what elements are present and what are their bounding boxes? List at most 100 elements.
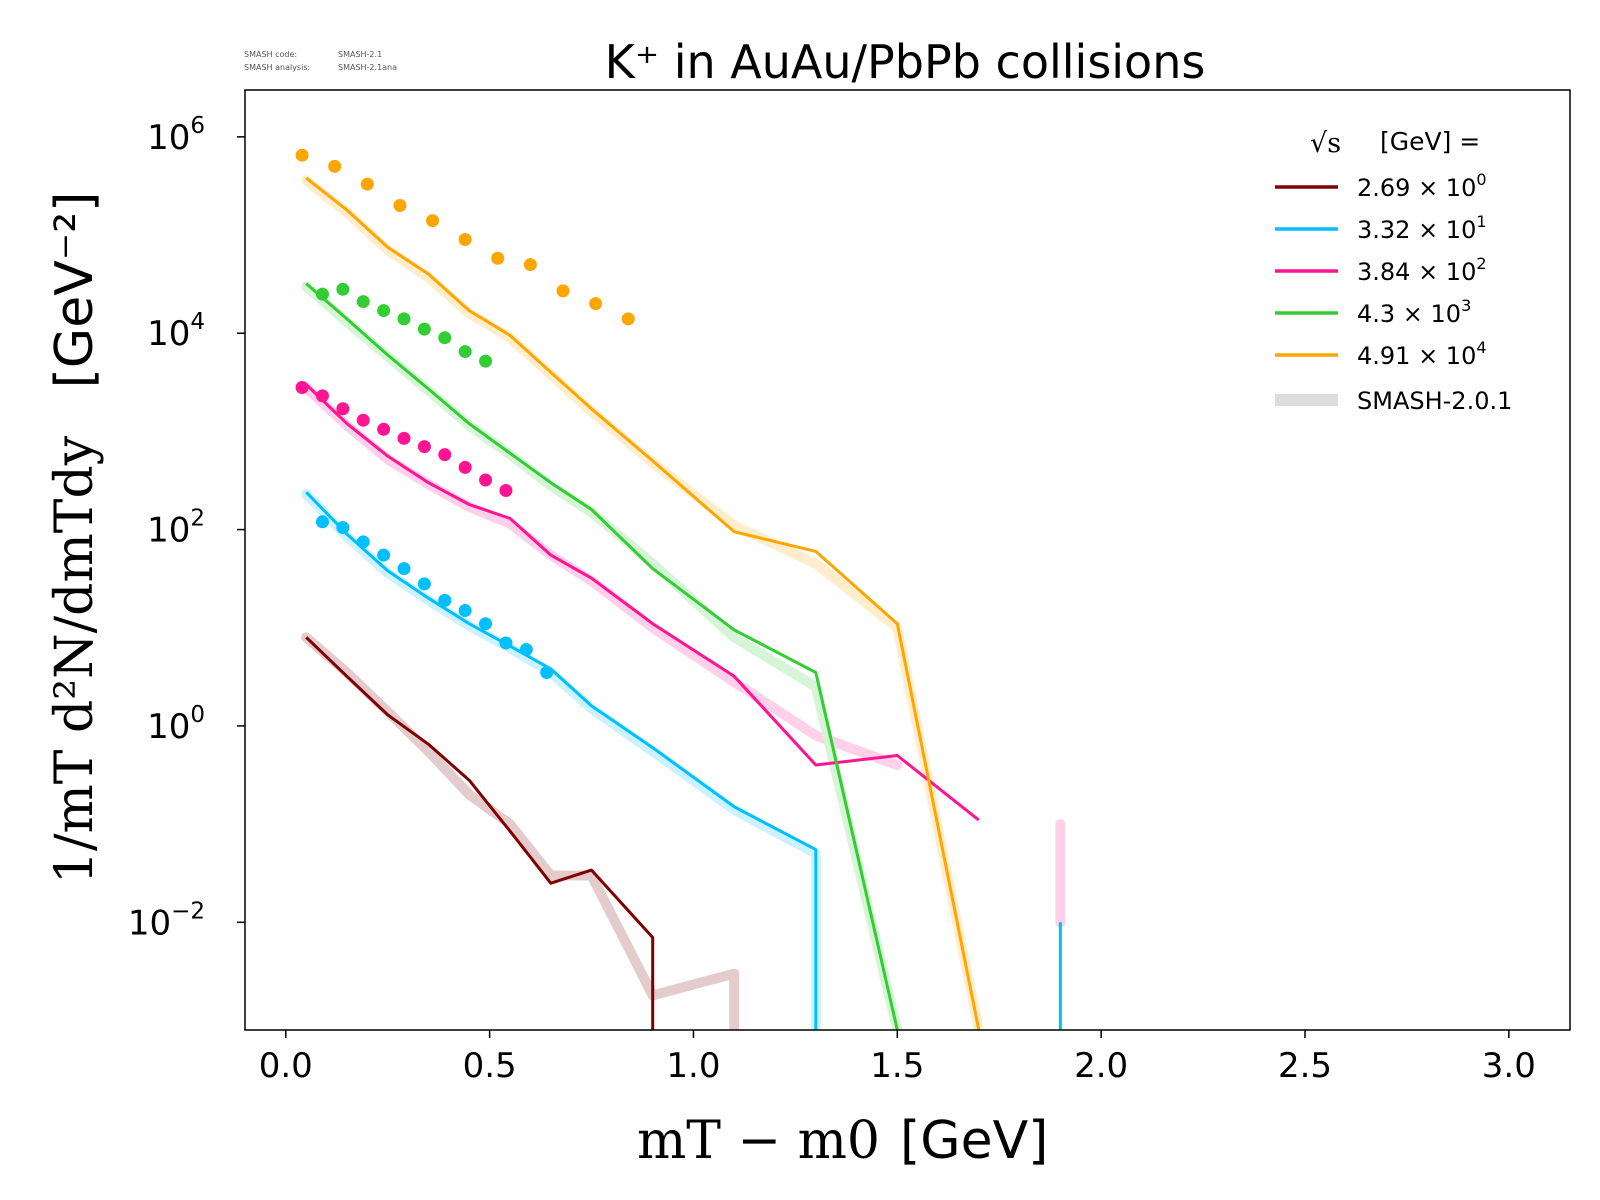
x-tick-label: 2.5 [1278, 1046, 1332, 1086]
legend-label-1: 3.32 × 101 [1357, 212, 1487, 244]
x-tick-label: 1.5 [870, 1046, 924, 1086]
x-axis-label-unit: [GeV] [900, 1111, 1048, 1171]
x-tick-label: 3.0 [1482, 1046, 1536, 1086]
legend-title: √s [GeV] = [1310, 127, 1480, 159]
y-axis-label: 1/mT d²N/dmTdy [GeV⁻²] [45, 192, 105, 884]
data-point-series-3-0 [315, 287, 329, 301]
x-axis-label: mT − m0 [GeV] [637, 1111, 1048, 1171]
data-point-series-2-3 [356, 413, 370, 427]
data-point-series-2-4 [377, 422, 391, 436]
y-axis-label-unit: [GeV⁻²] [45, 192, 105, 389]
watermark-analysis-value: SMASH-2.1ana [338, 63, 397, 72]
current-curve-series-3 [305, 282, 899, 1030]
watermark: SMASH code: SMASH-2.1 SMASH analysis: SM… [244, 50, 397, 72]
legend-item-3: 4.3 × 103 [1275, 296, 1471, 328]
data-point-series-4-3 [393, 198, 407, 212]
current-curve-series-4 [305, 176, 981, 1030]
x-tick-label: 0.5 [463, 1046, 517, 1086]
legend-title-sqrt: √s [1310, 128, 1341, 159]
legend-item-0: 2.69 × 100 [1275, 170, 1487, 202]
data-point-series-1-8 [479, 617, 493, 631]
current-curve-series-0 [305, 636, 655, 1030]
legend-reference-label: SMASH-2.0.1 [1357, 387, 1512, 415]
watermark-analysis-label: SMASH analysis: [244, 63, 310, 72]
data-point-series-3-7 [458, 345, 472, 359]
current-curve-series-2 [305, 383, 980, 822]
plot-area [244, 89, 1571, 1031]
current-curve-series-1 [305, 491, 818, 1030]
data-point-series-1-1 [336, 520, 350, 534]
data-point-series-2-9 [479, 473, 493, 487]
data-point-series-2-2 [336, 402, 350, 416]
x-axis: 0.0 0.5 1.0 1.5 2.0 2.5 3.0 [259, 1030, 1536, 1086]
chart-title: K⁺ in AuAu/PbPb collisions [605, 35, 1206, 89]
y-axis: 10−2 100 102 104 106 [128, 113, 245, 943]
data-point-series-1-10 [519, 643, 533, 657]
legend-item-2: 3.84 × 102 [1275, 254, 1487, 286]
current-curves [305, 176, 1062, 1030]
data-point-series-2-6 [417, 440, 431, 454]
data-point-series-3-1 [336, 282, 350, 296]
data-point-series-2-8 [458, 460, 472, 474]
data-point-series-1-9 [499, 636, 513, 650]
data-point-series-2-7 [438, 448, 452, 462]
data-point-series-2-5 [397, 431, 411, 445]
legend-item-1: 3.32 × 101 [1275, 212, 1487, 244]
data-point-series-4-7 [523, 258, 537, 272]
legend-item-4: 4.91 × 104 [1275, 338, 1487, 370]
reference-curve-series-4 [301, 175, 984, 1030]
y-tick-label: 10−2 [128, 898, 205, 943]
legend-item-reference: SMASH-2.0.1 [1275, 387, 1512, 415]
data-point-series-3-4 [397, 312, 411, 326]
data-point-series-2-10 [499, 484, 513, 498]
y-tick-label: 102 [147, 506, 205, 551]
legend-entries: 2.69 × 100 3.32 × 101 3.84 × 102 4.3 × 103 4… [1275, 170, 1487, 370]
data-point-series-4-2 [360, 177, 374, 191]
legend: √s [GeV] = 2.69 × 100 3.32 × 101 3.84 × 10… [1275, 127, 1512, 415]
legend-title-text: [GeV] = [1380, 127, 1480, 156]
data-point-series-1-11 [540, 666, 554, 680]
x-tick-label: 0.0 [259, 1046, 313, 1086]
legend-label-0: 2.69 × 100 [1357, 170, 1487, 202]
data-point-series-1-6 [438, 593, 452, 607]
data-point-series-2-1 [315, 389, 329, 403]
x-axis-label-math: mT − m0 [637, 1111, 880, 1171]
reference-curve-series-1 [301, 489, 821, 1030]
watermark-code-label: SMASH code: [244, 50, 297, 59]
data-point-series-4-6 [491, 251, 505, 265]
x-tick-label: 2.0 [1074, 1046, 1128, 1086]
data-point-series-3-5 [417, 322, 431, 336]
legend-label-2: 3.84 × 102 [1357, 254, 1487, 286]
data-point-series-4-9 [589, 297, 603, 311]
data-point-series-4-10 [621, 312, 635, 326]
data-point-series-1-0 [315, 515, 329, 529]
x-tick-label: 1.0 [666, 1046, 720, 1086]
watermark-code-value: SMASH-2.1 [338, 50, 382, 59]
experimental-points [295, 148, 635, 680]
y-tick-label: 106 [147, 113, 205, 158]
data-point-series-3-6 [438, 331, 452, 345]
data-point-series-4-0 [295, 148, 309, 162]
legend-label-3: 4.3 × 103 [1357, 296, 1471, 328]
y-axis-label-math: 1/mT d²N/dmTdy [45, 435, 105, 884]
data-point-series-4-8 [556, 284, 570, 298]
y-tick-label: 104 [147, 309, 205, 354]
data-point-series-1-4 [397, 562, 411, 576]
data-point-series-1-5 [417, 577, 431, 591]
y-tick-label: 100 [147, 702, 205, 747]
reference-curve-series-0 [301, 632, 740, 1030]
data-point-series-3-3 [377, 304, 391, 318]
data-point-series-4-5 [458, 233, 472, 247]
data-point-series-1-2 [356, 535, 370, 549]
data-point-series-1-3 [377, 548, 391, 562]
plot-frame [244, 89, 1571, 1031]
data-point-series-3-8 [479, 354, 493, 368]
data-point-series-2-0 [295, 380, 309, 394]
data-point-series-1-7 [458, 603, 472, 617]
data-point-series-4-1 [328, 159, 342, 173]
data-point-series-4-4 [426, 214, 440, 228]
legend-label-4: 4.91 × 104 [1357, 338, 1487, 370]
data-point-series-3-2 [356, 295, 370, 309]
